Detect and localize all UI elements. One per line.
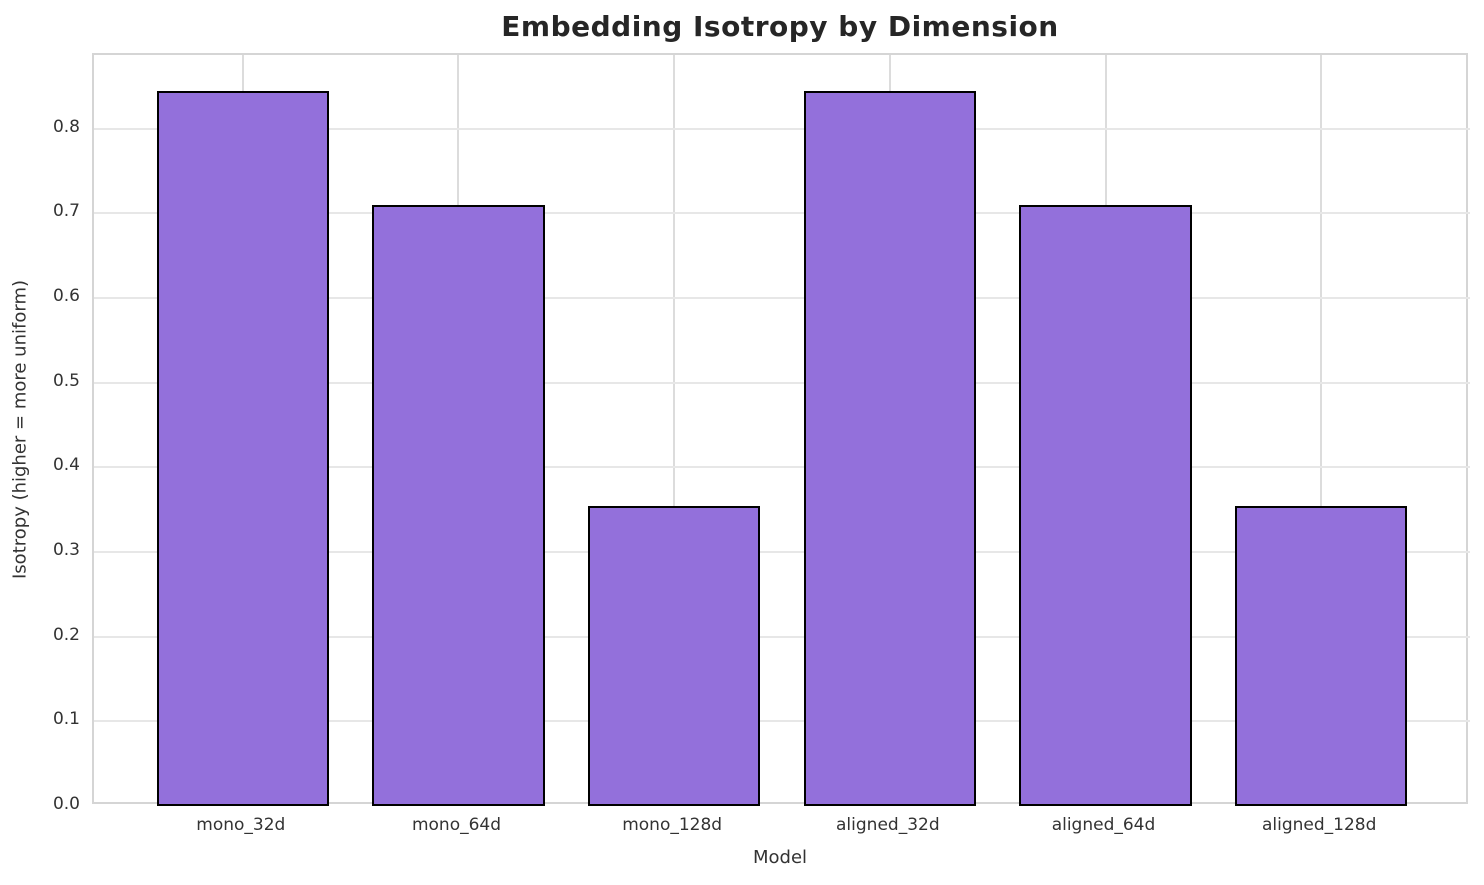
bar [587, 506, 761, 806]
bar [372, 204, 545, 806]
bar [156, 90, 330, 806]
y-gridline [94, 550, 1470, 553]
chart-title: Embedding Isotropy by Dimension [501, 10, 1059, 43]
x-tick-label: mono_32d [196, 815, 286, 835]
x-tick-label: aligned_32d [836, 815, 940, 835]
x-tick-label: aligned_64d [1051, 815, 1156, 835]
y-tick-label: 0.2 [52, 624, 80, 645]
y-tick-label: 0.6 [52, 285, 80, 306]
y-tick-label: 0.7 [52, 201, 80, 222]
y-gridline [94, 127, 1470, 130]
y-gridline [94, 635, 1470, 638]
y-tick-label: 0.4 [52, 455, 80, 476]
y-gridline [94, 466, 1470, 469]
y-gridline [94, 381, 1470, 384]
y-tick-label: 0.0 [52, 794, 80, 814]
bar [1234, 506, 1408, 806]
x-tick-label: aligned_128d [1261, 815, 1377, 835]
y-gridline [94, 720, 1470, 723]
y-tick-label: 0.3 [52, 539, 80, 560]
x-gridline [673, 55, 676, 806]
x-gridline [1320, 55, 1323, 806]
y-tick-label: 0.5 [52, 370, 80, 391]
y-gridline [94, 296, 1470, 299]
x-tick-label: mono_128d [622, 815, 723, 835]
bar [1019, 204, 1192, 806]
y-tick-label: 0.8 [52, 116, 80, 137]
y-tick-label: 0.1 [52, 709, 80, 730]
plot-area [92, 53, 1470, 806]
x-tick-label: mono_64d [411, 815, 502, 835]
y-gridline [94, 212, 1470, 215]
x-axis-label: Model [752, 847, 808, 868]
bar [803, 90, 977, 806]
